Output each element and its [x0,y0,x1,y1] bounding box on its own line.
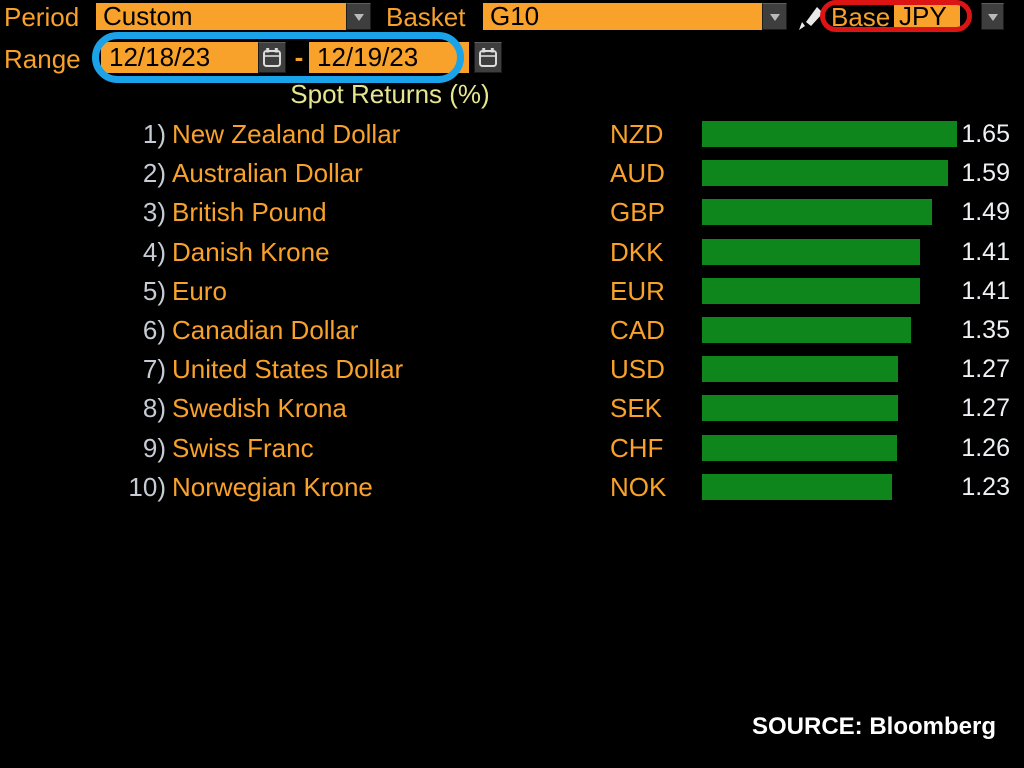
currency-name: Euro [172,275,227,306]
currency-name: Canadian Dollar [172,315,359,345]
period-select[interactable]: Custom [96,3,346,30]
currency-code: AUD [610,158,665,189]
period-label: Period [4,2,80,32]
currency-code: DKK [610,236,664,267]
row-rank: 6) [142,315,166,345]
return-value: 1.65 [961,120,1010,148]
range-end-calendar-button[interactable] [474,42,502,73]
currency-name: Australian Dollar [172,158,363,189]
base-label: Base [831,2,891,32]
return-value: 1.41 [961,276,1010,305]
chart-row[interactable]: 8) Swedish Krona SEK 1.27 [0,394,1024,423]
return-bar [702,199,932,226]
chart-row[interactable]: 2) Australian Dollar AUD 1.59 [0,159,1024,188]
basket-input[interactable]: G10 [483,3,762,30]
chart-row[interactable]: 10) Norwegian Krone NOK 1.23 [0,473,1024,502]
return-value: 1.27 [961,355,1010,384]
range-label: Range [4,44,81,74]
return-bar [702,356,898,383]
currency-code: SEK [610,393,663,424]
row-rank: 1) [142,119,166,149]
row-rank: 3) [142,197,166,228]
return-bar [702,395,898,422]
return-bar [702,121,957,147]
source-credit: SOURCE: Bloomberg [751,713,996,740]
return-value: 1.27 [961,394,1010,423]
row-rank: 8) [142,393,166,424]
chevron-down-icon [353,14,364,21]
currency-name: New Zealand Dollar [172,119,401,149]
chart-row[interactable]: 9) Swiss Franc CHF 1.26 [0,434,1024,463]
chart-row[interactable]: 3) British Pound GBP 1.49 [0,198,1024,227]
range-start-input[interactable]: 12/18/23 [101,42,258,73]
chart-row[interactable]: 4) Danish Krone DKK 1.41 [0,238,1024,267]
currency-name: Danish Krone [172,236,330,267]
currency-code: NOK [610,471,667,502]
period-dropdown-button[interactable] [346,3,371,30]
return-bar [702,238,920,265]
return-bar [702,473,892,500]
currency-name: Swiss Franc [172,432,314,463]
range-end-input[interactable]: 12/19/23 [309,42,469,73]
basket-dropdown-button[interactable] [762,3,787,30]
return-bar [702,160,948,187]
chart-row[interactable]: 7) United States Dollar USD 1.27 [0,355,1024,384]
currency-code: CHF [610,432,664,463]
chart-row[interactable]: 1) New Zealand Dollar NZD 1.65 [0,120,1024,149]
currency-name: Norwegian Krone [172,471,373,502]
row-rank: 7) [142,354,166,385]
base-dropdown-button[interactable] [981,3,1004,30]
currency-code: CAD [610,315,665,345]
currency-name: Swedish Krona [172,393,347,424]
range-start-calendar-button[interactable] [258,42,286,73]
edit-pencil-icon[interactable] [794,2,826,32]
basket-label: Basket [386,2,466,32]
row-rank: 9) [142,432,166,463]
row-rank: 10) [128,471,166,502]
currency-name: United States Dollar [172,354,404,385]
chevron-down-icon [769,14,780,21]
row-rank: 5) [142,275,166,306]
return-value: 1.41 [961,237,1010,266]
return-bar [702,317,911,343]
return-value: 1.35 [961,316,1010,344]
return-bar [702,434,897,461]
chart-title: Spot Returns (%) [290,79,490,109]
return-bar [702,277,920,304]
range-separator: - [294,42,304,72]
calendar-icon [263,47,281,67]
currency-code: GBP [610,197,665,228]
return-value: 1.26 [961,433,1010,462]
base-currency-select[interactable]: JPY [894,3,960,30]
currency-code: NZD [610,119,664,149]
currency-name: British Pound [172,197,327,228]
row-rank: 4) [142,236,166,267]
chevron-down-icon [987,14,998,21]
return-value: 1.23 [961,472,1010,501]
currency-code: EUR [610,275,665,306]
chart-row[interactable]: 6) Canadian Dollar CAD 1.35 [0,316,1024,345]
currency-code: USD [610,354,665,385]
calendar-icon [479,47,497,67]
row-rank: 2) [142,158,166,189]
chart-row[interactable]: 5) Euro EUR 1.41 [0,277,1024,306]
return-value: 1.59 [961,159,1010,188]
return-value: 1.49 [961,198,1010,227]
